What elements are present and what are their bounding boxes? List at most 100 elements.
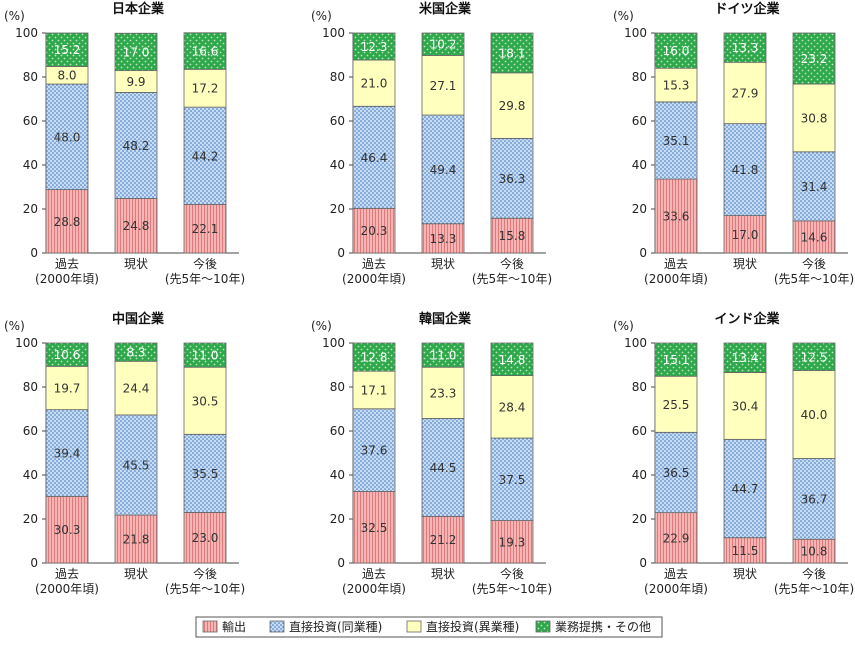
fdi-same-segment xyxy=(723,438,767,539)
data-label: 12.8 xyxy=(361,351,388,365)
data-label: 48.2 xyxy=(123,139,150,153)
data-label: 21.2 xyxy=(430,533,457,547)
data-label: 35.5 xyxy=(192,467,219,481)
fdi-diff-segment xyxy=(792,370,836,459)
export-segment xyxy=(421,223,465,254)
y-tick-label: 0 xyxy=(30,556,38,570)
data-label: 30.4 xyxy=(732,399,759,413)
x-tick-label: (2000年頃) xyxy=(342,272,406,286)
x-tick-label: 今後 xyxy=(193,566,217,581)
partner-segment xyxy=(45,32,89,67)
y-unit-label: (%) xyxy=(311,9,332,23)
fdi-same-segment xyxy=(183,433,227,513)
data-label: 15.8 xyxy=(499,229,526,243)
data-label: 41.8 xyxy=(732,163,759,177)
y-tick-label: 100 xyxy=(322,26,345,40)
export-segment xyxy=(45,189,89,254)
data-label: 28.4 xyxy=(499,400,526,414)
x-tick-label: 過去 xyxy=(664,567,688,581)
partner-segment xyxy=(723,32,767,63)
fdi-diff-segment xyxy=(421,55,465,116)
x-tick-label: (先5年〜10年) xyxy=(774,272,854,286)
x-tick-label: (先5年〜10年) xyxy=(165,272,245,286)
fdi-diff-segment xyxy=(490,375,534,439)
data-label: 27.1 xyxy=(430,79,457,93)
fdi-same-segment xyxy=(490,437,534,521)
fdi-diff-segment xyxy=(45,365,89,411)
export-segment xyxy=(792,220,836,254)
chart-title: ドイツ企業 xyxy=(714,1,780,17)
data-label: 37.5 xyxy=(499,473,526,487)
data-label: 40.0 xyxy=(801,408,828,422)
export-segment xyxy=(114,514,158,564)
x-tick-label: 過去 xyxy=(362,257,386,271)
x-tick-label: 現状 xyxy=(124,567,148,581)
data-label: 21.0 xyxy=(361,77,388,91)
x-tick-label: 現状 xyxy=(431,257,455,271)
x-tick-label: 現状 xyxy=(431,567,455,581)
x-tick-label: 現状 xyxy=(733,257,757,271)
partner-segment xyxy=(792,342,836,371)
chart-panel: 米国企業 (%) 0 20 40 60 80 100 20.3 46.4 21.0 12.3 過去(20… xyxy=(311,1,552,286)
y-unit-label: (%) xyxy=(613,319,634,333)
export-segment xyxy=(183,512,227,564)
y-tick-label: 80 xyxy=(23,380,38,394)
chart-panel: 韓国企業 (%) 0 20 40 60 80 100 32.5 37.6 17.1 12.8 過去(20… xyxy=(311,311,552,596)
data-label: 39.4 xyxy=(54,447,81,461)
y-unit-label: (%) xyxy=(4,9,25,23)
data-label: 36.7 xyxy=(801,492,828,506)
data-label: 19.7 xyxy=(54,381,81,395)
y-tick-label: 80 xyxy=(23,70,38,84)
fdi-same-segment xyxy=(654,431,698,514)
partner-segment xyxy=(723,342,767,373)
data-label: 10.2 xyxy=(430,38,457,52)
y-unit-label: (%) xyxy=(311,319,332,333)
partner-segment xyxy=(183,342,227,368)
x-tick-label: (先5年〜10年) xyxy=(472,272,552,286)
data-label: 16.0 xyxy=(663,44,690,58)
y-tick-label: 60 xyxy=(23,424,38,438)
x-tick-label: (先5年〜10年) xyxy=(472,582,552,596)
export-segment xyxy=(352,491,396,564)
y-tick-label: 60 xyxy=(330,114,345,128)
legend-label: 直接投資(異業種) xyxy=(426,619,519,634)
data-label: 18.1 xyxy=(499,46,526,60)
fdi-diff-segment xyxy=(723,61,767,125)
fdi-same-segment xyxy=(421,418,465,517)
x-tick-label: 現状 xyxy=(733,567,757,581)
partner-segment xyxy=(490,32,534,74)
y-tick-label: 80 xyxy=(632,380,647,394)
chart-title: 日本企業 xyxy=(112,1,165,17)
data-label: 15.1 xyxy=(663,353,690,367)
fdi-same-segment xyxy=(114,92,158,199)
data-label: 10.8 xyxy=(801,545,828,559)
x-tick-label: (先5年〜10年) xyxy=(165,582,245,596)
data-label: 12.3 xyxy=(361,40,388,54)
data-label: 19.3 xyxy=(499,535,526,549)
data-label: 11.5 xyxy=(732,544,759,558)
partner-segment xyxy=(654,32,698,69)
fdi-same-segment xyxy=(45,83,89,191)
data-label: 22.9 xyxy=(663,531,690,545)
x-tick-label: 過去 xyxy=(55,257,79,271)
fdi-same-segment xyxy=(45,409,89,497)
y-unit-label: (%) xyxy=(4,319,25,333)
export-segment xyxy=(654,512,698,564)
partner-segment xyxy=(114,342,158,362)
export-segment xyxy=(421,515,465,564)
data-label: 9.9 xyxy=(126,75,145,89)
data-label: 25.5 xyxy=(663,398,690,412)
data-label: 11.0 xyxy=(192,349,219,363)
legend-swatch xyxy=(406,620,422,633)
data-label: 21.8 xyxy=(123,533,150,547)
chart-title: 米国企業 xyxy=(419,1,472,17)
y-tick-label: 40 xyxy=(23,158,38,172)
x-tick-label: 今後 xyxy=(500,566,524,581)
data-label: 45.5 xyxy=(123,458,150,472)
data-label: 35.1 xyxy=(663,134,690,148)
legend-label: 直接投資(同業種) xyxy=(289,619,382,634)
data-label: 15.2 xyxy=(54,43,81,57)
data-label: 17.0 xyxy=(732,228,759,242)
